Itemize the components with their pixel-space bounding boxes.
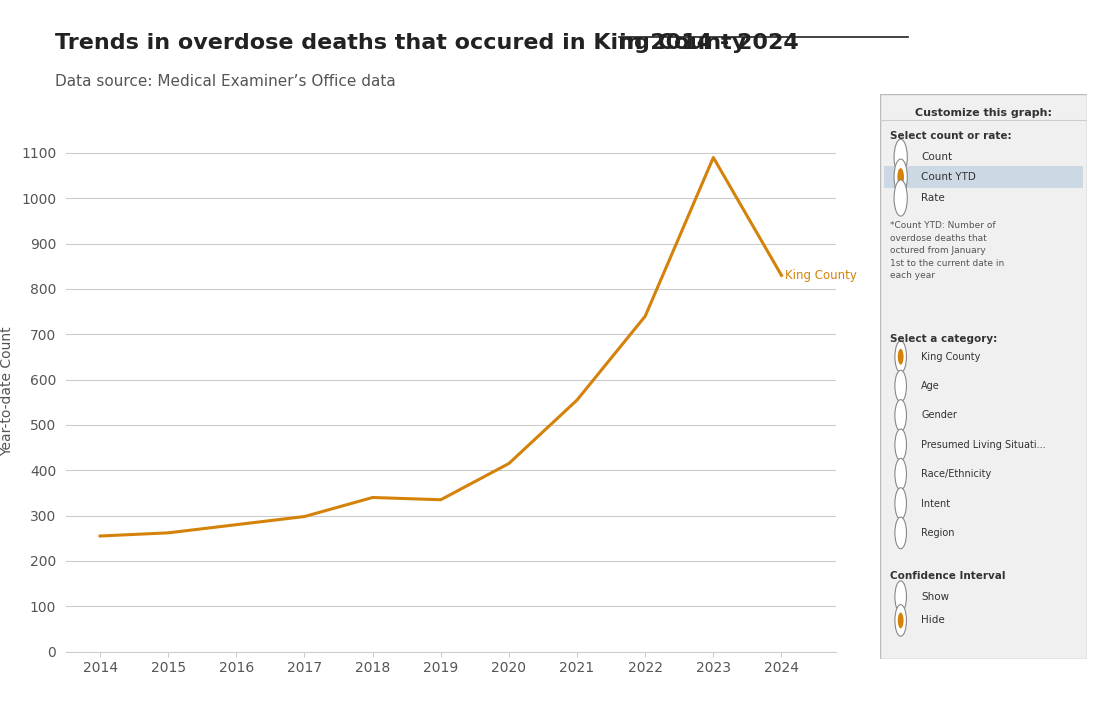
Circle shape [895,341,906,373]
Circle shape [894,139,908,175]
Text: Intent: Intent [922,499,950,508]
Text: Gender: Gender [922,411,957,421]
Circle shape [898,349,903,365]
Text: Rate: Rate [922,193,945,203]
Circle shape [898,613,903,628]
Text: Count: Count [922,152,953,162]
Text: King County: King County [922,352,981,362]
Circle shape [895,429,906,460]
Circle shape [894,180,908,216]
Text: Data source: Medical Examiner’s Office data: Data source: Medical Examiner’s Office d… [55,74,396,89]
Circle shape [895,458,906,490]
Y-axis label: Year-to-date Count: Year-to-date Count [0,326,14,456]
Circle shape [895,581,906,613]
Circle shape [894,159,908,195]
Text: in 2014 - 2024: in 2014 - 2024 [619,33,799,53]
Text: Select count or rate:: Select count or rate: [890,131,1012,141]
Text: Age: Age [922,381,940,391]
Bar [884,166,1082,188]
Text: Presumed Living Situati...: Presumed Living Situati... [922,439,1046,450]
Text: Count YTD: Count YTD [922,172,976,182]
Text: Race/Ethnicity: Race/Ethnicity [922,469,991,479]
Text: Confidence Interval: Confidence Interval [890,571,1005,581]
Text: → Next tab: Demographics: → Next tab: Demographics [889,64,1065,77]
Circle shape [895,400,906,432]
Text: *Count YTD: Number of
overdose deaths that
octured from January
1st to the curre: *Count YTD: Number of overdose deaths th… [890,222,1004,280]
Circle shape [898,168,904,186]
Text: ← Return to summary: ← Return to summary [905,29,1048,42]
Text: King County: King County [785,269,857,282]
Text: Select a category:: Select a category: [890,334,998,344]
Text: Customize this graph:: Customize this graph: [915,109,1052,118]
Text: Hide: Hide [922,615,945,626]
Text: Trends in overdose deaths that occured in King County: Trends in overdose deaths that occured i… [55,33,754,53]
Circle shape [895,370,906,402]
Circle shape [895,605,906,636]
Text: Region: Region [922,528,955,538]
Text: Show: Show [922,592,949,602]
Circle shape [895,517,906,549]
Circle shape [895,488,906,519]
